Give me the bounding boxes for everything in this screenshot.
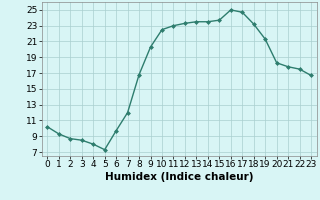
X-axis label: Humidex (Indice chaleur): Humidex (Indice chaleur) [105, 172, 253, 182]
